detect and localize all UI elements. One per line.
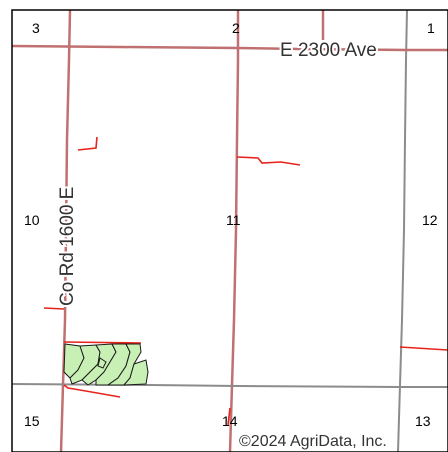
boundary-lines [43, 136, 448, 426]
boundary-fragment [399, 346, 448, 351]
section-lines [11, 9, 448, 452]
section-label-1: 1 [427, 20, 435, 36]
section-label-14: 14 [222, 413, 238, 429]
section-line-east [397, 9, 408, 452]
section-label-3: 3 [32, 20, 40, 36]
boundary-fragment [227, 407, 231, 426]
road-e-2300-ave [11, 44, 448, 52]
section-labels: 3 2 1 10 11 12 15 14 13 [24, 20, 438, 429]
section-label-15: 15 [24, 413, 40, 429]
field-polygon[interactable] [122, 359, 149, 386]
copyright-notice: ©2024 AgriData, Inc. [239, 433, 387, 450]
road-labels: E 2300 Ave Co Rd 1600 E [55, 38, 379, 308]
map-frame-border [11, 9, 448, 452]
section-label-2: 2 [232, 20, 240, 36]
section-label-12: 12 [422, 212, 438, 228]
field-polygons[interactable] [63, 343, 149, 386]
section-label-13: 13 [415, 413, 431, 429]
boundary-fragment [77, 136, 98, 151]
boundary-fragment [236, 156, 301, 166]
road-label-co-rd-1600-e: Co Rd 1600 E [57, 187, 78, 306]
boundary-fragment [63, 384, 121, 398]
boundary-fragment [63, 341, 142, 344]
road-label-e-2300-ave: E 2300 Ave [280, 40, 377, 61]
boundary-fragment [43, 307, 65, 310]
section-label-11: 11 [226, 212, 241, 228]
field-polygon[interactable] [97, 357, 107, 369]
section-label-10: 10 [24, 212, 40, 228]
